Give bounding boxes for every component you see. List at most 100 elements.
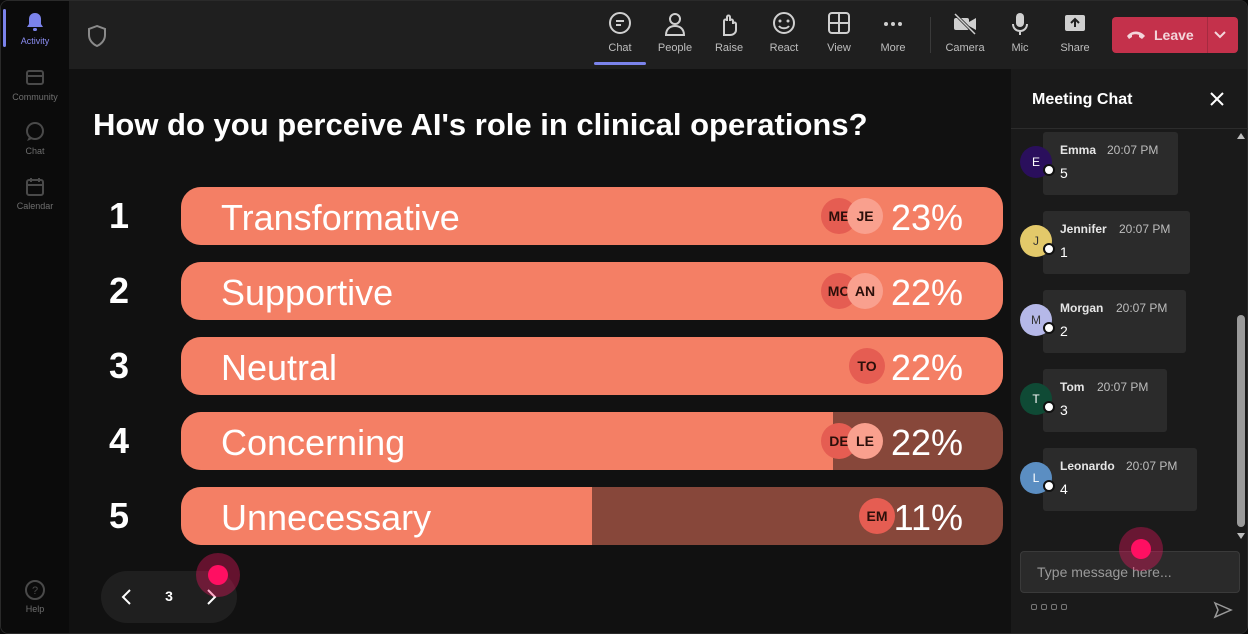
poll-question: How do you perceive AI's role in clinica… [93,107,868,142]
chat-bubble-icon [609,12,631,34]
sender-name: Morgan [1060,301,1104,315]
chat-label: Chat [608,42,632,54]
option-label: Concerning [221,422,406,463]
option-percent: 22% [890,347,963,388]
option-percent: 11% [893,497,963,538]
active-indicator [3,9,6,47]
emoji-icon[interactable] [1051,604,1057,610]
poll-area: How do you perceive AI's role in clinica… [69,69,1011,633]
leave-divider [1207,17,1208,53]
scroll-up-icon[interactable] [1237,133,1245,139]
chat-button[interactable]: Chat [594,11,646,65]
message-bubble[interactable]: Emma 20:07 PM 5 [1043,132,1178,195]
chevron-down-icon[interactable] [1213,29,1227,41]
more-icon [884,22,902,26]
cursor-indicator [196,553,240,597]
share-button[interactable]: Share [1049,11,1101,54]
react-button[interactable]: React [758,11,810,54]
message-text: 3 [1060,402,1068,418]
option-label: Transformative [221,197,460,238]
shield-icon[interactable] [87,25,107,47]
mic-icon [1012,13,1028,35]
format-icon[interactable] [1031,604,1037,610]
option-number: 4 [109,420,130,461]
chat-panel: Meeting Chat Emma 20:07 PM 5 E Jennifer 20:07… [1011,69,1247,633]
help-icon: ? [25,580,45,600]
message-time: 20:07 PM [1097,380,1149,394]
voter-avatar: JE [847,198,883,234]
poll-option-row: 4 Concerning DE LE 22% [69,412,1011,470]
message-bubble[interactable]: Leonardo 20:07 PM 4 [1043,448,1197,511]
scroll-thumb[interactable] [1237,315,1245,527]
calendar-icon [26,178,44,196]
chevron-left-icon[interactable] [115,585,139,609]
camera-off-icon [953,12,977,36]
toolbar-divider [930,17,931,53]
raise-hand-button[interactable]: Raise [703,11,755,54]
message-time: 20:07 PM [1126,459,1178,473]
more-button[interactable]: More [867,11,919,54]
format-toolbar [1031,604,1067,610]
rail-label: Chat [25,146,45,156]
message-text: 1 [1060,244,1068,260]
rail-item-calendar[interactable]: Calendar [1,176,69,211]
option-bar: Transformative ME JE 23% [181,187,1003,245]
scroll-down-icon[interactable] [1237,533,1245,539]
view-label: View [827,42,851,54]
chevron-right-icon[interactable] [199,585,223,609]
option-number: 3 [109,345,130,386]
share-label: Share [1060,42,1090,54]
option-bar: Supportive MO AN 22% [181,262,1003,320]
attach-icon[interactable] [1041,604,1047,610]
option-percent: 22% [890,272,963,313]
rail-item-activity[interactable]: Activity [1,11,69,46]
rail-item-chat[interactable]: Chat [1,121,69,156]
message-text: 2 [1060,323,1068,339]
sender-name: Jennifer [1060,222,1107,236]
chat-message: Emma 20:07 PM 5 E [1011,132,1235,196]
presence-status-icon [1043,480,1055,492]
share-screen-icon [1065,15,1085,31]
camera-label: Camera [945,42,985,54]
sender-name: Tom [1060,380,1085,394]
view-button[interactable]: View [813,11,865,54]
close-icon[interactable] [1209,91,1225,107]
gif-icon[interactable] [1061,604,1067,610]
message-input[interactable] [1021,552,1239,592]
mic-button[interactable]: Mic [994,11,1046,54]
rail-item-community[interactable]: Community [1,67,69,102]
message-composer [1020,551,1240,593]
message-bubble[interactable]: Tom 20:07 PM 3 [1043,369,1167,432]
message-bubble[interactable]: Morgan 20:07 PM 2 [1043,290,1186,353]
chat-scrollbar[interactable] [1235,129,1247,543]
sender-name: Emma [1060,143,1097,157]
option-label: Supportive [221,272,394,313]
cursor-indicator [1119,527,1163,571]
rail-label: Activity [20,36,50,46]
smiley-icon [773,12,795,34]
grid-icon [828,12,850,34]
meeting-toolbar: Chat People Raise React View More Camera [69,1,1247,69]
send-icon[interactable] [1213,600,1233,620]
rail-label: Calendar [16,201,54,211]
rail-item-help[interactable]: ? Help [1,579,69,614]
message-bubble[interactable]: Jennifer 20:07 PM 1 [1043,211,1190,274]
option-bar-fill [181,487,592,545]
voter-avatar: EM [859,498,895,534]
left-rail: Activity Community Chat Calendar ? Help [1,1,69,633]
option-bar-fill [181,412,833,470]
message-time: 20:07 PM [1119,222,1171,236]
leave-label: Leave [1154,27,1194,43]
chat-message: Morgan 20:07 PM 2 M [1011,290,1235,354]
chat-message: Leonardo 20:07 PM 4 L [1011,448,1235,512]
people-label: People [657,42,693,54]
people-button[interactable]: People [649,11,701,54]
option-bar: Unnecessary EM 11% [181,487,1003,545]
leave-button[interactable]: Leave [1112,17,1238,53]
hand-icon [723,14,737,36]
message-text: 4 [1060,481,1068,497]
more-label: More [880,42,906,54]
presence-status-icon [1043,401,1055,413]
chat-icon [26,122,44,141]
camera-button[interactable]: Camera [939,11,991,54]
